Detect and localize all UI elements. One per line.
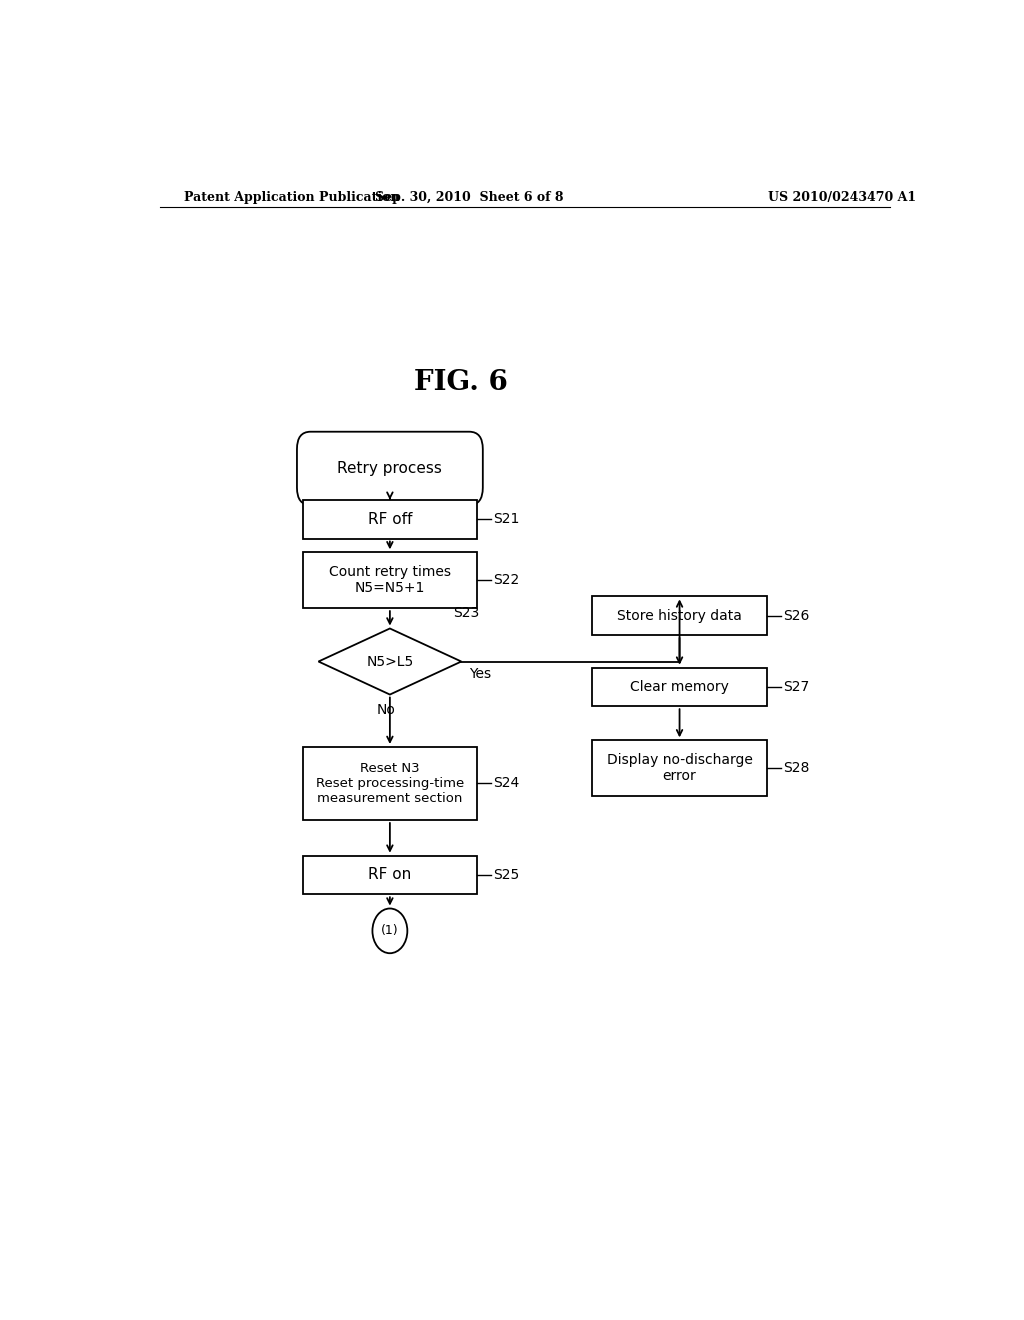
Text: US 2010/0243470 A1: US 2010/0243470 A1 xyxy=(768,190,916,203)
Text: Reset N3
Reset processing-time
measurement section: Reset N3 Reset processing-time measureme… xyxy=(315,762,464,805)
Text: RF on: RF on xyxy=(369,867,412,883)
Bar xyxy=(592,741,767,796)
Text: S25: S25 xyxy=(494,869,519,882)
Text: S22: S22 xyxy=(494,573,519,587)
Polygon shape xyxy=(318,628,462,694)
Text: Count retry times
N5=N5+1: Count retry times N5=N5+1 xyxy=(329,565,451,595)
Text: Yes: Yes xyxy=(469,667,492,681)
Text: Store history data: Store history data xyxy=(617,609,742,623)
Bar xyxy=(303,500,477,539)
Text: Retry process: Retry process xyxy=(338,461,442,477)
Text: S21: S21 xyxy=(494,512,519,527)
Text: S23: S23 xyxy=(454,606,479,620)
Circle shape xyxy=(373,908,408,953)
Text: Sep. 30, 2010  Sheet 6 of 8: Sep. 30, 2010 Sheet 6 of 8 xyxy=(375,190,563,203)
FancyBboxPatch shape xyxy=(297,432,483,506)
Text: S24: S24 xyxy=(494,776,519,791)
Text: Display no-discharge
error: Display no-discharge error xyxy=(606,754,753,783)
Bar xyxy=(592,597,767,635)
Text: RF off: RF off xyxy=(368,512,412,527)
Text: Clear memory: Clear memory xyxy=(630,680,729,694)
Bar xyxy=(303,855,477,894)
Text: S26: S26 xyxy=(782,609,809,623)
Text: S27: S27 xyxy=(782,680,809,694)
Text: FIG. 6: FIG. 6 xyxy=(415,368,508,396)
Text: N5>L5: N5>L5 xyxy=(367,655,414,668)
Bar xyxy=(303,552,477,609)
Bar xyxy=(592,668,767,706)
Bar xyxy=(303,747,477,820)
Text: S28: S28 xyxy=(782,762,809,775)
Text: No: No xyxy=(377,702,395,717)
Text: (1): (1) xyxy=(381,924,398,937)
Text: Patent Application Publication: Patent Application Publication xyxy=(183,190,399,203)
